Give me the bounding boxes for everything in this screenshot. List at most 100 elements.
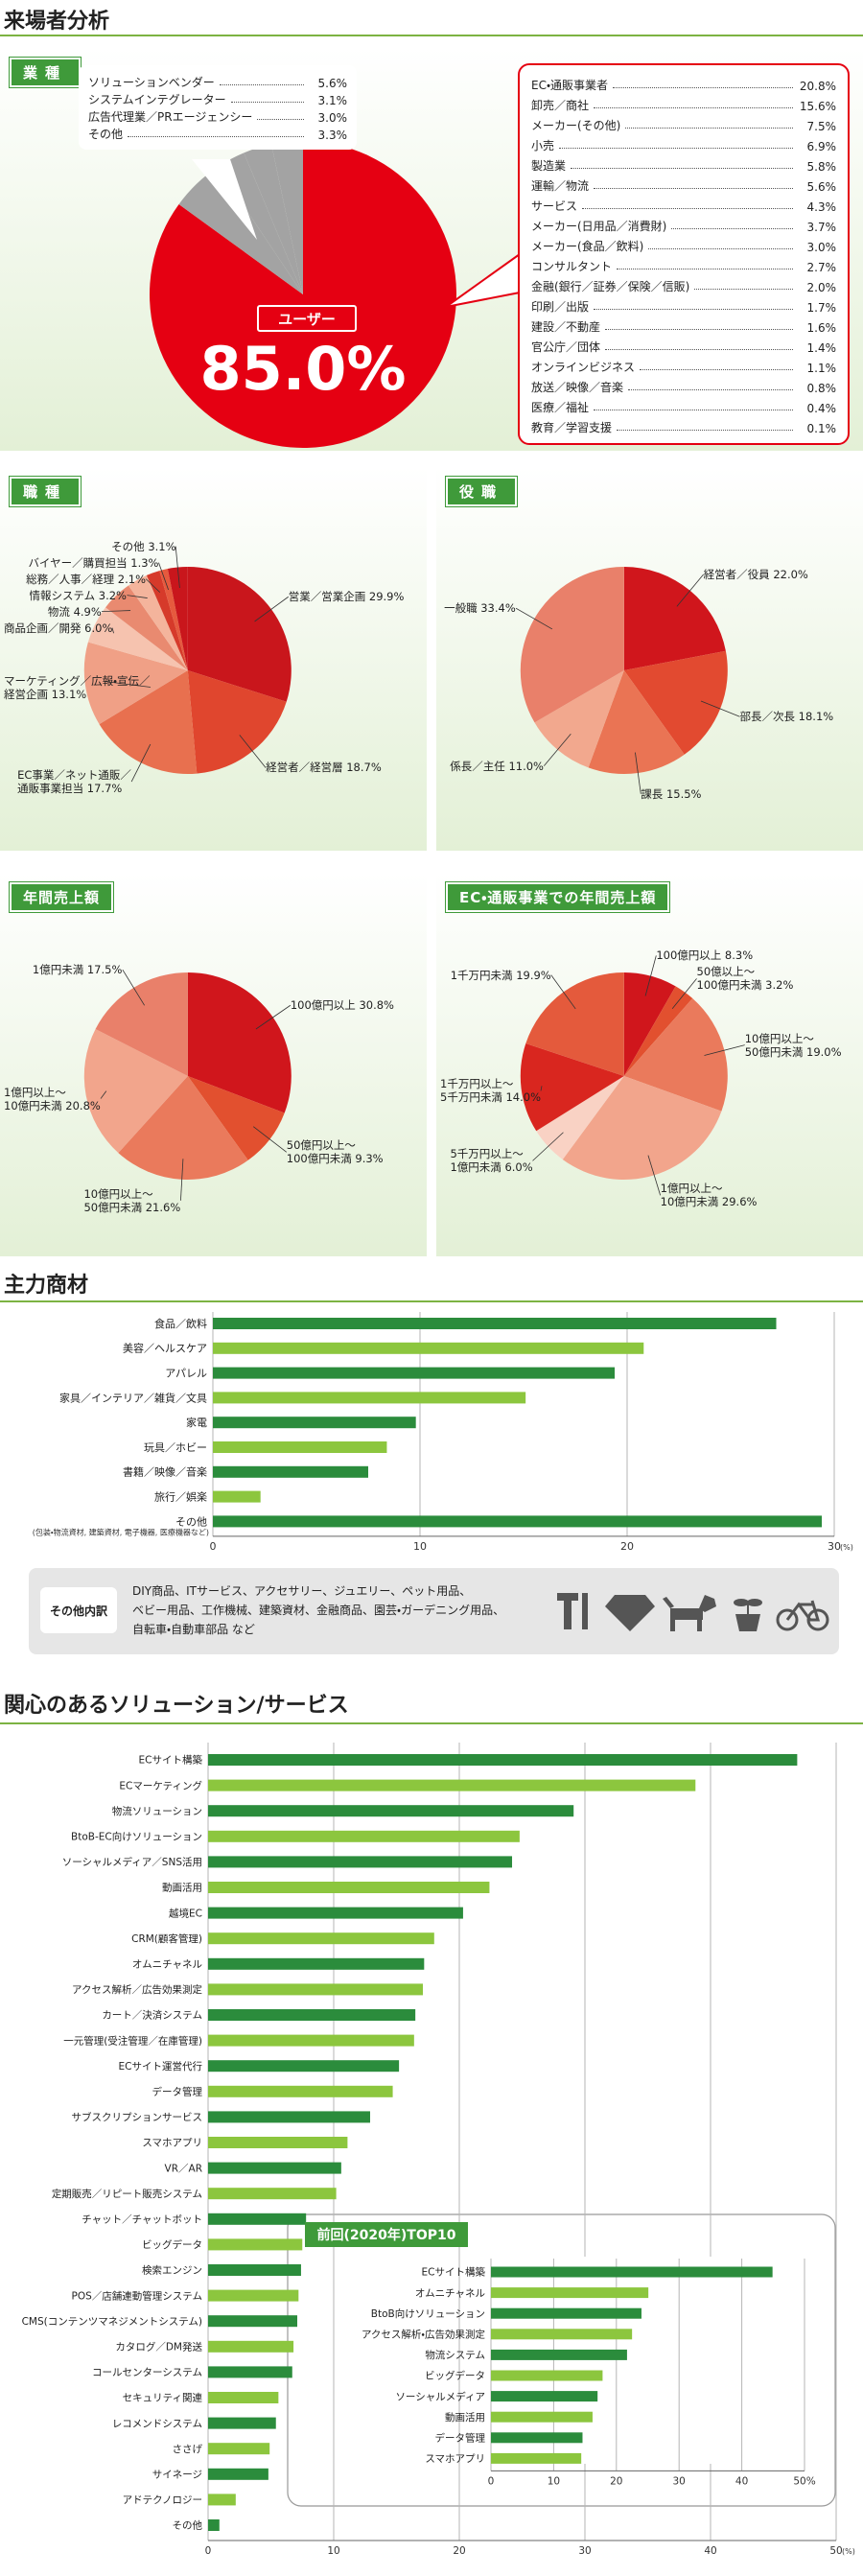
list-label: 医療／福祉: [531, 401, 590, 414]
inset-title-bg: [305, 2222, 468, 2247]
bar: [213, 1490, 261, 1503]
category-label: 美容／ヘルスケア: [123, 1343, 207, 1355]
pie-label: 総務／人事／経理 2.1%: [26, 573, 146, 586]
list-value: 3.0%: [317, 111, 348, 125]
slice-value: 3.2%: [765, 978, 794, 993]
slice-value: 17.5%: [86, 963, 123, 977]
pie-slice: [534, 670, 624, 768]
bar: [491, 2452, 582, 2464]
bar: [213, 1367, 616, 1379]
bar: [208, 2060, 400, 2073]
slice-value: 2.1%: [117, 572, 147, 586]
category-label: ソーシャルメディア: [395, 2390, 485, 2402]
slice-label: 50億以上～ 100億円未満: [696, 965, 762, 993]
dot-leader: [230, 102, 304, 103]
plant-icon: [734, 1599, 762, 1631]
pie-label: 100億円以上 8.3%: [656, 948, 753, 962]
x-tick-label: 40: [735, 2475, 748, 2487]
list-row: 卸売／商社 15.6%: [531, 93, 836, 113]
category-label: 物流ソリューション: [112, 1805, 202, 1817]
dot-leader: [625, 128, 793, 129]
pie-label: 50億以上～ 100億円未満 3.2%: [697, 965, 794, 992]
pie-slice: [95, 972, 188, 1076]
slice-value: 19.0%: [806, 1044, 842, 1059]
bar: [208, 1907, 463, 1919]
bar: [208, 2264, 301, 2276]
bar: [208, 1932, 434, 1945]
category-label: コールセンターシステム: [92, 2367, 202, 2378]
bar: [208, 2340, 294, 2353]
bar: [491, 2432, 583, 2444]
leader-line: [122, 969, 145, 1006]
pie-slice: [536, 1076, 624, 1159]
job-panel: 職種 営業／営業企画 29.9% 経営者／経営層 18.7% EC事業／ネット通販／…: [0, 467, 427, 851]
slice-label: 1千万円以上～ 5千万円未満: [440, 1077, 514, 1105]
pie-label: 50億円以上～ 100億円未満 9.3%: [287, 1138, 384, 1165]
pie-chart: [520, 955, 745, 1196]
pie-label: バイヤー／購買担当 1.3%: [28, 556, 158, 570]
dot-leader: [648, 248, 793, 249]
bar: [208, 2085, 393, 2097]
x-tick-label: 20: [610, 2475, 622, 2487]
list-row: その他 3.3%: [88, 125, 347, 142]
list-value: 3.3%: [317, 129, 348, 142]
slice-label: 1億円未満: [32, 963, 84, 977]
bar: [208, 1957, 425, 1970]
pie-label: 商品企画／開発 6.0%: [4, 621, 112, 635]
list-label: 官公庁／団体: [531, 340, 601, 354]
pie-slice: [623, 986, 693, 1076]
slice-value: 13.1%: [51, 687, 87, 701]
list-label: 建設／不動産: [531, 320, 601, 334]
list-row: 医療／福祉 0.4%: [531, 395, 836, 415]
list-label: ソリューションベンダー: [88, 76, 215, 89]
slice-label: 一般職: [444, 601, 478, 616]
leader-line: [145, 578, 161, 593]
sales-panel: 年間売上額 100億円以上 30.8% 50億円以上～ 100億円未満 9.3% 1…: [0, 873, 427, 1256]
category-label: 検索エンジン: [142, 2264, 202, 2277]
bar: [208, 2289, 299, 2302]
list-value: 1.1%: [806, 362, 837, 375]
bar: [208, 1856, 513, 1868]
list-label: メーカー(食品／飲料): [531, 240, 644, 253]
category-label: その他: [175, 1515, 207, 1528]
dot-leader: [594, 107, 793, 108]
category-label: オムニチャネル: [415, 2287, 485, 2299]
slice-value: 8.3%: [724, 948, 754, 963]
x-tick-label: 20: [453, 2545, 465, 2557]
slice-value: 21.6%: [145, 1200, 181, 1214]
category-label: カート／決済システム: [102, 2010, 202, 2022]
category-label: その他: [173, 2519, 203, 2532]
category-label: ECサイト構築: [139, 1754, 203, 1767]
axis-unit: (%): [840, 1543, 853, 1552]
x-tick-label: 50%: [793, 2475, 815, 2487]
category-label: 越境EC: [169, 1907, 202, 1919]
dot-leader: [605, 329, 793, 330]
bar: [208, 1779, 696, 1791]
industry-panel: 業種 ソリューションベンダー 5.6% システムインテグレーター 3.1% 広告代理業／…: [0, 48, 863, 451]
bar: [208, 1805, 574, 1817]
dot-leader: [613, 87, 793, 88]
pie-chart: [83, 546, 292, 783]
slice-label: 部長／次長: [739, 710, 796, 724]
list-label: その他: [88, 128, 124, 141]
category-label: ソーシャルメディア／SNS活用: [62, 1856, 202, 1868]
slice-label: 物流: [47, 604, 70, 619]
category-label: 家具／インテリア／雑貨／文具: [59, 1391, 207, 1404]
list-row: EC・通販事業者 20.8%: [531, 73, 836, 93]
list-row: 放送／映像／音楽 0.8%: [531, 375, 836, 395]
slice-value: 11.0%: [508, 759, 544, 773]
bar: [213, 1465, 368, 1478]
list-value: 2.0%: [806, 281, 837, 294]
pie-label: 10億円以上～ 50億円未満 19.0%: [745, 1032, 842, 1059]
slice-label: 情報システム: [29, 588, 96, 602]
pie-label: 物流 4.9%: [48, 605, 102, 619]
x-tick-label: 10: [413, 1540, 427, 1553]
category-label: オムニチャネル: [132, 1958, 202, 1970]
bar: [208, 2009, 416, 2021]
pie-label: 課長 15.5%: [641, 787, 701, 801]
slice-label: 1千万円未満: [450, 968, 513, 982]
leader-line: [532, 1132, 564, 1161]
dog-icon: [663, 1595, 716, 1631]
pie-slice: [128, 574, 188, 670]
